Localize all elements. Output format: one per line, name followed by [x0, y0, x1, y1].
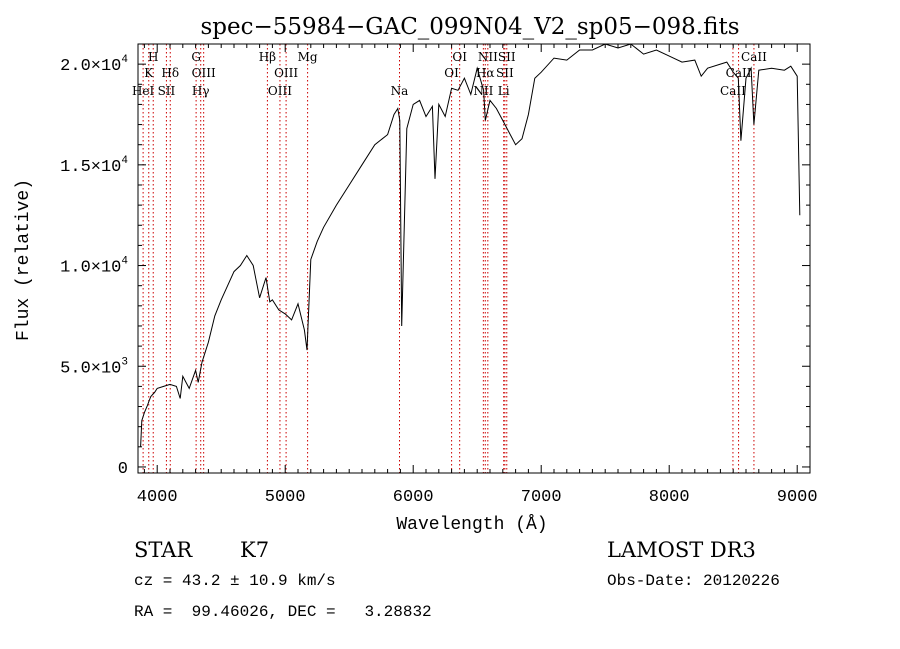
line-label-20: SII: [498, 50, 516, 64]
y-tick-label-0: 0: [118, 460, 128, 479]
line-labels-group: HeIKHSIIHδGHγOIIIHβOIIIOIIIMgNaOIOINIIHα…: [132, 50, 767, 98]
line-label-9: OIII: [268, 84, 292, 98]
line-label-19: SII: [496, 66, 514, 80]
y-tick-exponent-2: 4: [121, 256, 128, 268]
line-label-14: OI: [452, 50, 467, 64]
line-label-10: OIII: [274, 66, 298, 80]
x-tick-label-3: 7000: [521, 488, 562, 507]
line-label-3: SII: [158, 84, 176, 98]
spectrum-series-line: [140, 43, 801, 447]
line-label-11: Mg: [298, 50, 318, 64]
ra-dec-coordinates: RA = 99.46026, DEC = 3.28832: [134, 603, 432, 621]
plot-frame: [137, 43, 811, 474]
y-tick-mantissa-4: 2.0×10: [60, 57, 121, 76]
object-subclass: K7: [240, 538, 270, 562]
y-tick-exponent-3: 4: [121, 155, 128, 167]
line-label-17: NII: [478, 50, 498, 64]
redshift-cz: cz = 43.2 ± 10.9 km/s: [134, 572, 336, 590]
y-tick-label-3: 1.5×104: [60, 155, 128, 177]
y-tick-exponent-1: 3: [121, 356, 128, 368]
y-tick-label-2: 1.0×104: [60, 256, 128, 278]
line-label-7: OIII: [192, 66, 216, 80]
chart-title: spec−55984−GAC_099N04_V2_sp05−098.fits: [200, 14, 739, 40]
line-label-21: CaII: [720, 84, 746, 98]
line-markers-group: [142, 44, 755, 473]
line-label-2: H: [148, 50, 158, 64]
y-tick-mantissa-0: 0: [118, 460, 128, 479]
y-tick-mantissa-3: 1.5×10: [60, 158, 121, 177]
line-label-5: G: [191, 50, 201, 64]
survey-name: LAMOST DR3: [607, 538, 756, 562]
y-tick-mantissa-1: 5.0×10: [60, 359, 121, 378]
y-tick-label-4: 2.0×104: [60, 54, 128, 76]
line-label-4: Hδ: [161, 66, 179, 80]
y-tick-exponent-4: 4: [121, 54, 128, 66]
object-class: STAR: [134, 538, 193, 562]
x-tick-label-1: 5000: [265, 488, 306, 507]
y-tick-label-1: 5.0×103: [60, 356, 128, 378]
x-tick-label-0: 4000: [137, 488, 178, 507]
line-label-0: HeI: [132, 84, 155, 98]
line-label-13: OI: [444, 66, 459, 80]
x-tick-label-5: 9000: [777, 488, 818, 507]
x-tick-label-4: 8000: [649, 488, 690, 507]
line-label-1: K: [144, 66, 154, 80]
observation-date: Obs-Date: 20120226: [607, 572, 780, 590]
y-tick-mantissa-2: 1.0×10: [60, 259, 121, 278]
line-label-12: Na: [391, 84, 409, 98]
line-label-8: Hβ: [259, 50, 276, 64]
x-tick-label-2: 6000: [393, 488, 434, 507]
x-axis-label: Wavelength (Å): [396, 514, 547, 535]
line-label-16: Hα: [476, 66, 495, 80]
line-label-6: Hγ: [192, 84, 210, 98]
y-axis-label: Flux (relative): [14, 179, 34, 341]
line-label-18: Li: [498, 84, 510, 98]
x-axis: 4000 5000 6000 7000 8000 9000: [137, 44, 818, 507]
line-label-22: CaII: [726, 66, 752, 80]
line-label-23: CaII: [741, 50, 767, 64]
